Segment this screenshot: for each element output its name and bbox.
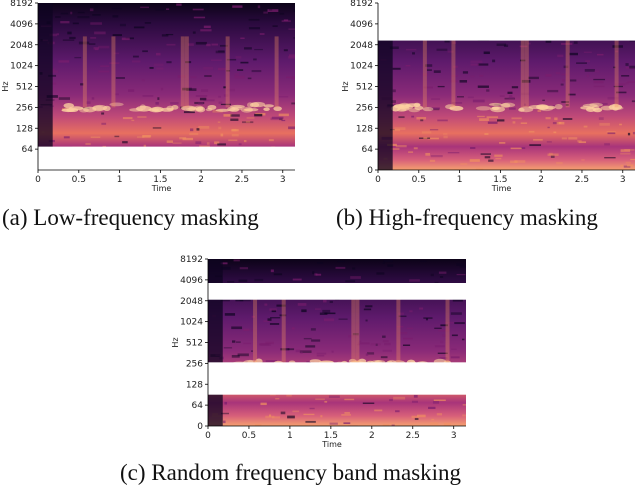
x-tick-label-c-4: 2: [369, 431, 375, 441]
x-tick-label-b-3: 1.5: [493, 175, 507, 185]
caption-c: (c) Random frequency band masking: [120, 460, 462, 485]
y-tick-label-b-6: 2048: [350, 41, 373, 51]
x-tick-label-c-3: 1.5: [324, 431, 338, 441]
y-tick-label-c-2: 128: [186, 380, 203, 390]
spectrogram-a: [38, 3, 295, 170]
y-tick-label-a-4: 1024: [10, 62, 33, 72]
panel-c: 0 64 128 256 512 1024 2048 4096 8192 0 0.5 1 1.5 2 2.5…: [171, 255, 467, 449]
x-tick-label-a-1: 0.5: [72, 175, 86, 185]
x-tick-label-c-2: 1: [287, 431, 293, 441]
y-tick-label-c-1: 64: [192, 401, 204, 411]
mask-band-a-0: [38, 146, 296, 170]
y-axis-label-b: Hz: [341, 81, 350, 91]
x-tick-label-c-5: 2.5: [406, 431, 420, 441]
x-axis-label-b: Time: [491, 184, 512, 193]
y-tick-label-b-1: 64: [362, 145, 374, 155]
y-tick-label-c-4: 512: [186, 339, 203, 349]
x-tick-label-a-5: 2.5: [235, 175, 249, 185]
y-tick-label-a-6: 4096: [10, 20, 33, 30]
y-axis-label-a: Hz: [1, 81, 10, 91]
x-tick-label-c-6: 3: [451, 431, 457, 441]
y-tick-label-a-2: 256: [16, 103, 33, 113]
y-tick-label-c-3: 256: [186, 359, 203, 369]
y-tick-label-b-4: 512: [356, 83, 373, 93]
y-tick-label-c-0: 0: [197, 422, 203, 432]
panel-b: 0 64 128 256 512 1024 2048 4096 8192 0 0.5 1 1.5 2 2.5…: [341, 0, 636, 193]
y-tick-label-c-7: 4096: [180, 276, 203, 286]
x-tick-label-a-6: 3: [280, 175, 286, 185]
caption-a: (a) Low-frequency masking: [2, 205, 259, 230]
x-tick-label-a-3: 1.5: [153, 175, 167, 185]
x-tick-label-b-4: 2: [538, 175, 544, 185]
y-tick-label-a-0: 64: [22, 145, 34, 155]
mask-band-b-0: [378, 3, 636, 41]
y-tick-label-c-8: 8192: [180, 255, 203, 265]
y-tick-label-b-2: 128: [356, 124, 373, 134]
x-tick-label-b-6: 3: [620, 175, 626, 185]
y-tick-label-a-3: 512: [16, 83, 33, 93]
x-axis-label-c: Time: [321, 440, 342, 449]
y-tick-label-b-0: 0: [367, 166, 373, 176]
x-axis-label-a: Time: [151, 184, 172, 193]
y-tick-label-a-5: 2048: [10, 41, 33, 51]
y-tick-label-b-5: 1024: [350, 62, 373, 72]
y-tick-label-c-5: 1024: [180, 318, 203, 328]
y-tick-label-b-3: 256: [356, 103, 373, 113]
mask-band-c-0: [208, 362, 467, 395]
x-tick-label-c-1: 0.5: [242, 431, 256, 441]
y-tick-label-a-7: 8192: [10, 0, 33, 9]
mask-band-c-1: [208, 283, 467, 300]
y-tick-label-c-6: 2048: [180, 297, 203, 307]
caption-b: (b) High-frequency masking: [336, 205, 598, 230]
x-tick-label-a-4: 2: [198, 175, 204, 185]
y-axis-label-c: Hz: [171, 337, 180, 347]
x-tick-label-c-0: 0: [205, 431, 211, 441]
x-tick-label-b-0: 0: [375, 175, 381, 185]
x-tick-label-b-1: 0.5: [412, 175, 426, 185]
x-tick-label-b-2: 1: [457, 175, 463, 185]
panel-a: 64 128 256 512 1024 2048 4096 8192 0 0.5 1 1.5 2 2.5 3…: [1, 0, 296, 193]
x-tick-label-a-0: 0: [35, 175, 41, 185]
y-tick-label-b-7: 4096: [350, 20, 373, 30]
y-tick-label-b-8: 8192: [350, 0, 373, 9]
y-tick-label-a-1: 128: [16, 124, 33, 134]
x-tick-label-b-5: 2.5: [575, 175, 589, 185]
x-tick-label-a-2: 1: [117, 175, 123, 185]
